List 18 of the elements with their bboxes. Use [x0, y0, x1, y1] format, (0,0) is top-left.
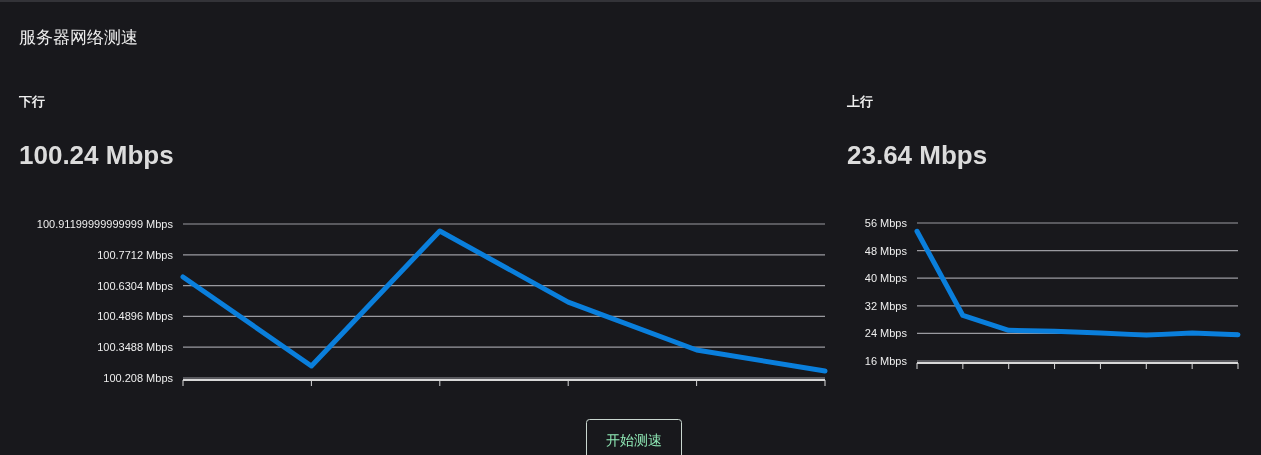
y-tick-label: 100.7712 Mbps: [97, 248, 174, 261]
text: 下行: [18, 94, 45, 109]
y-tick-label: 16 Mbps: [864, 355, 908, 367]
y-tick-label: 40 Mbps: [864, 272, 908, 285]
y-tick-label: 56 Mbps: [864, 217, 908, 229]
y-tick-label: 100.208 Mbps: [103, 372, 174, 384]
chart-title: 上行: [846, 94, 873, 109]
y-tick-label: 48 Mbps: [864, 244, 908, 257]
y-tick-label: 24 Mbps: [864, 327, 908, 340]
y-tick-label: 100.91199999999999 Mbps: [36, 218, 174, 230]
y-tick-label: 32 Mbps: [864, 299, 908, 312]
text: 开始测速: [605, 432, 662, 448]
y-tick-label: 100.3488 Mbps: [97, 341, 174, 354]
y-tick-label: 100.4896 Mbps: [97, 310, 174, 323]
chart-subtitle: 100.24 Mbps: [19, 140, 174, 170]
y-tick-label: 100.6304 Mbps: [97, 279, 174, 292]
text: 服务器网络测速: [19, 28, 138, 47]
chart-subtitle: 23.64 Mbps: [847, 140, 988, 170]
